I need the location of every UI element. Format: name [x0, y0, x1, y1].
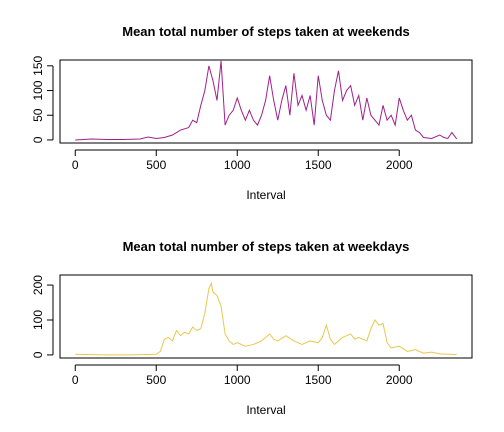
plot-frame — [59, 59, 473, 144]
chart-title: Mean total number of steps taken at week… — [123, 239, 410, 254]
x-tick-label: 500 — [146, 158, 166, 172]
chart-title: Mean total number of steps taken at week… — [122, 24, 410, 39]
y-tick-label: 100 — [31, 80, 45, 100]
y-tick-label: 0 — [31, 136, 45, 143]
y-tick-label: 200 — [31, 275, 45, 295]
data-line — [75, 60, 458, 141]
y-tick-label: 50 — [31, 108, 45, 122]
y-tick-label: 100 — [31, 310, 45, 330]
x-tick-label: 1000 — [224, 158, 251, 172]
x-tick-label: 0 — [72, 158, 79, 172]
y-tick-label: 150 — [31, 55, 45, 75]
x-tick-label: 2000 — [386, 158, 413, 172]
x-axis-label: Interval — [246, 403, 285, 417]
data-line — [75, 281, 457, 356]
x-tick-label: 1000 — [224, 373, 251, 387]
x-tick-label: 1500 — [305, 373, 332, 387]
x-tick-label: 2000 — [386, 373, 413, 387]
x-tick-label: 0 — [72, 373, 79, 387]
x-axis-label: Interval — [246, 188, 285, 202]
x-tick-label: 1500 — [305, 158, 332, 172]
plot-frame — [59, 274, 473, 359]
y-tick-label: 0 — [31, 351, 45, 358]
x-tick-label: 500 — [146, 373, 166, 387]
